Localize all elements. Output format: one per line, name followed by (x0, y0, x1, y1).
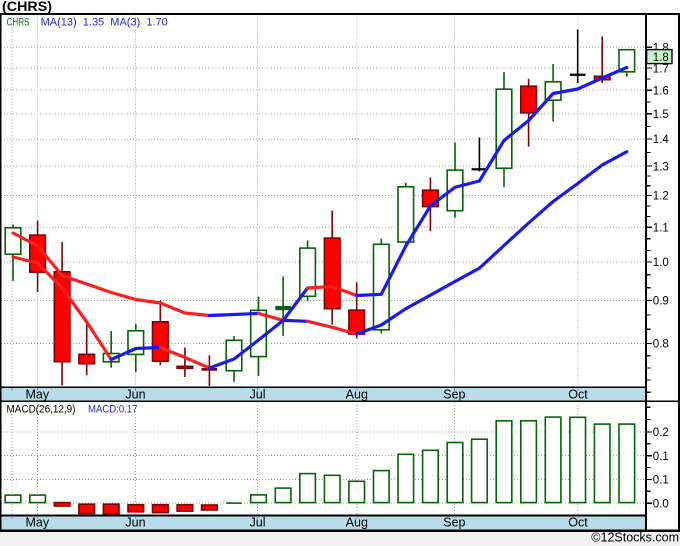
svg-text:MACD:0.17: MACD:0.17 (88, 404, 138, 416)
svg-text:1.7: 1.7 (653, 63, 669, 75)
svg-text:Oct: Oct (568, 516, 588, 530)
svg-text:Aug: Aug (346, 516, 368, 530)
svg-text:Aug: Aug (346, 387, 368, 401)
svg-text:0.1: 0.1 (653, 451, 669, 463)
svg-text:MACD(26,12,9): MACD(26,12,9) (7, 404, 76, 416)
svg-text:1.3: 1.3 (653, 161, 669, 173)
svg-text:Jun: Jun (125, 387, 145, 401)
svg-text:May: May (25, 516, 49, 530)
svg-text:1.6: 1.6 (653, 85, 669, 97)
svg-text:CHRS: CHRS (7, 17, 30, 29)
svg-text:©12Stocks.com: ©12Stocks.com (591, 531, 679, 545)
svg-text:May: May (25, 387, 49, 401)
svg-text:Jul: Jul (250, 516, 266, 530)
svg-text:Sep: Sep (443, 516, 465, 530)
svg-text:0.1: 0.1 (653, 475, 669, 487)
svg-text:1.1: 1.1 (653, 222, 669, 234)
svg-text:0.8: 0.8 (653, 339, 669, 351)
svg-text:MA(13) 1.35 MA(3) 1.70: MA(13) 1.35 MA(3) 1.70 (41, 17, 168, 29)
svg-text:0.0: 0.0 (653, 498, 669, 510)
svg-text:0.2: 0.2 (653, 427, 669, 439)
svg-text:Oct: Oct (568, 387, 588, 401)
svg-text:1.8: 1.8 (653, 52, 669, 64)
svg-text:1.4: 1.4 (653, 134, 670, 146)
svg-text:Jun: Jun (125, 516, 145, 530)
svg-text:1.0: 1.0 (653, 257, 669, 269)
svg-text:0.9: 0.9 (653, 296, 669, 308)
svg-text:1.2: 1.2 (653, 191, 669, 203)
svg-text:(CHRS): (CHRS) (2, 0, 52, 14)
svg-text:Sep: Sep (443, 387, 465, 401)
svg-text:Jul: Jul (250, 387, 266, 401)
svg-text:1.5: 1.5 (653, 109, 669, 121)
